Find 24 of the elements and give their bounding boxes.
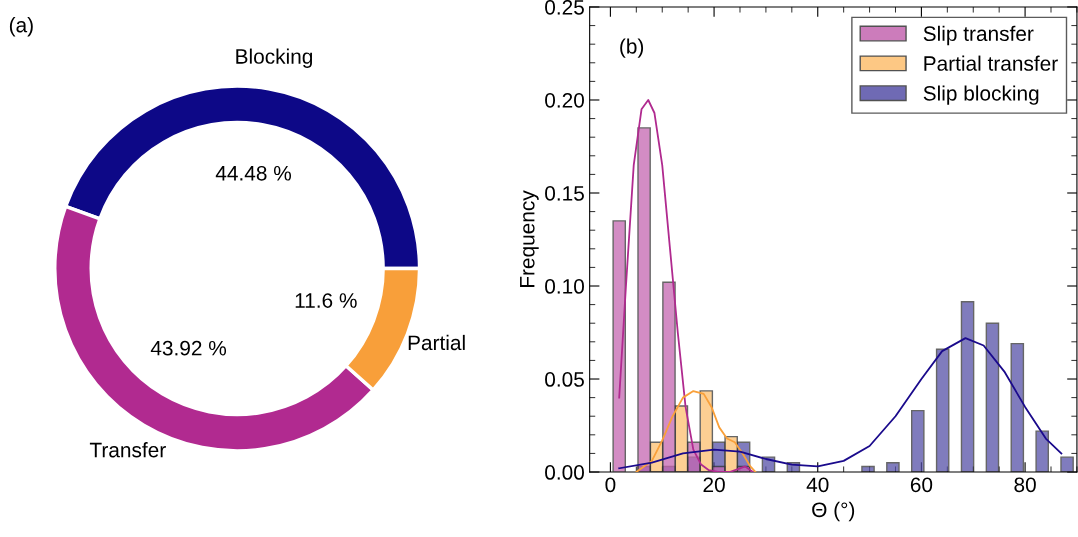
- x-tick-label: 80: [1014, 477, 1036, 493]
- x-axis-title: Θ (°): [812, 501, 855, 522]
- data-label: 11.6 %: [295, 293, 357, 308]
- y-axis-title: Frequency: [520, 190, 539, 287]
- slice-label: Blocking: [236, 48, 313, 68]
- data-label: 43.92 %: [150, 340, 227, 356]
- y-tick-label: 0.00: [545, 465, 584, 480]
- x-tick-label: 0: [605, 477, 616, 493]
- y-tick-label: 0.15: [545, 186, 584, 201]
- text: (a): [9, 17, 33, 37]
- y-tick-label: 0.10: [545, 279, 584, 294]
- legend-label: Slip blocking: [923, 85, 1039, 105]
- annotation: (b): [620, 38, 644, 58]
- y-tick-label: 0.05: [545, 372, 584, 387]
- y-tick-label: 0.25: [545, 0, 584, 15]
- slice-label: Transfer: [89, 442, 166, 458]
- slice-label: Partial: [408, 334, 465, 351]
- data-label: 44.48 %: [215, 165, 292, 181]
- legend-label: Partial transfer: [924, 55, 1058, 71]
- x-tick-label: 20: [703, 477, 725, 493]
- x-tick-label: 60: [910, 477, 933, 493]
- legend-label: Slip transfer: [923, 25, 1034, 46]
- x-tick-label: 40: [806, 477, 829, 493]
- y-tick-label: 0.20: [545, 92, 584, 108]
